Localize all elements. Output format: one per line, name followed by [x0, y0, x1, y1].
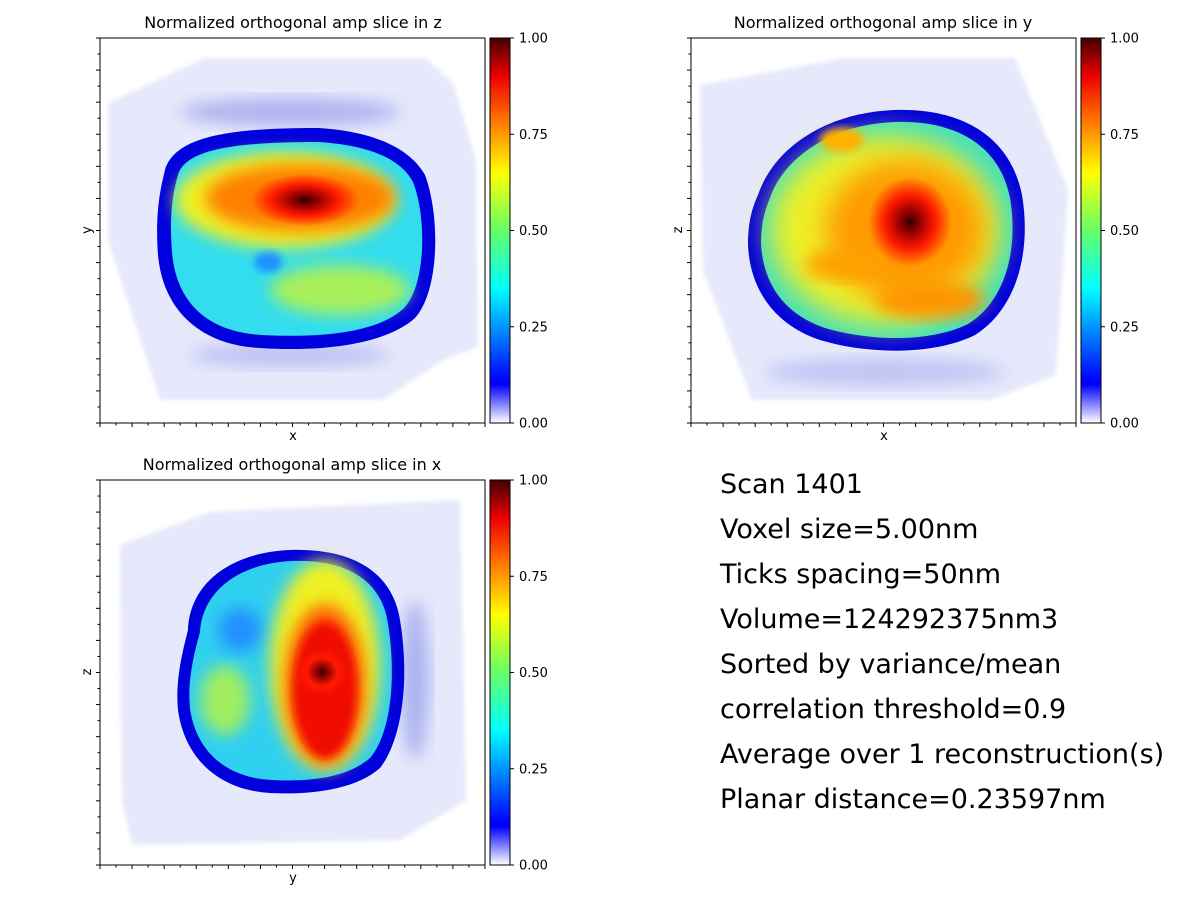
colorbar-tick-label: 0.00	[1110, 417, 1139, 432]
sort-criterion: Sorted by variance/mean	[720, 649, 1062, 680]
x-axis-label: x	[880, 429, 888, 444]
green-region	[200, 665, 250, 735]
colorbar-tick-label: 0.25	[519, 320, 548, 335]
faint-ring	[180, 98, 400, 126]
ticks-layer: 0.00 0.25 0.50 0.75 1.00 0.00 0.25 0.50 0.75 1.00…	[96, 32, 1139, 874]
orange-spot	[820, 128, 864, 152]
colorbar-tick-label: 0.25	[1110, 320, 1139, 335]
x-axis-label: x	[289, 429, 297, 444]
colorbar-tick-label: 0.00	[519, 417, 548, 432]
heatmap-image	[108, 58, 478, 400]
ticks-spacing: Ticks spacing=50nm	[720, 559, 1002, 590]
heatmap-image	[120, 500, 466, 845]
faint-ring	[190, 343, 390, 367]
voxel-size: Voxel size=5.00nm	[720, 514, 979, 545]
orange-streak	[805, 250, 885, 280]
colorbar-tick-label: 0.75	[519, 128, 548, 143]
red-core	[250, 174, 360, 226]
panel-slice-y: Normalized orthogonal amp slice in y x z	[671, 13, 1102, 444]
red-core	[296, 648, 348, 696]
colorbar-tick-label: 0.50	[1110, 224, 1139, 239]
panel-title: Normalized orthogonal amp slice in x	[143, 455, 442, 474]
correlation-threshold: correlation threshold=0.9	[720, 694, 1067, 725]
heatmap-image	[700, 58, 1068, 400]
cool-spot	[254, 252, 282, 272]
y-axis-label: z	[671, 226, 686, 233]
panel-slice-z: Normalized orthogonal amp slice in z x y	[80, 13, 511, 444]
colorbar-tick-label: 1.00	[519, 32, 548, 47]
cool-spot	[218, 608, 262, 652]
colorbar-tick-label: 0.75	[1110, 128, 1139, 143]
y-axis-label: z	[80, 668, 95, 675]
scan-info-panel: Scan 1401 Voxel size=5.00nm Ticks spacin…	[720, 466, 1164, 826]
colorbar-tick-label: 1.00	[519, 474, 548, 489]
planar-distance: Planar distance=0.23597nm	[720, 784, 1106, 815]
colorbar	[1080, 37, 1102, 424]
green-region	[270, 265, 410, 315]
colorbar-tick-label: 0.00	[519, 859, 548, 874]
panel-title: Normalized orthogonal amp slice in y	[734, 13, 1033, 32]
faint-ring	[401, 600, 429, 760]
scan-number: Scan 1401	[720, 469, 863, 500]
panel-slice-x: Normalized orthogonal amp slice in x y z	[80, 455, 511, 886]
orange-streak	[875, 282, 985, 318]
x-axis-label: y	[289, 871, 297, 886]
y-axis-label: y	[80, 226, 95, 234]
colorbar	[489, 479, 511, 866]
volume: Volume=124292375nm3	[720, 604, 1059, 635]
colorbar-tick-label: 1.00	[1110, 32, 1139, 47]
average-count: Average over 1 reconstruction(s)	[720, 739, 1165, 770]
colorbar-tick-label: 0.50	[519, 224, 548, 239]
red-core	[868, 177, 952, 267]
colorbar-tick-label: 0.25	[519, 762, 548, 777]
faint-ring	[765, 358, 1005, 386]
colorbar-tick-label: 0.75	[519, 570, 548, 585]
colorbar	[489, 37, 511, 424]
colorbar-tick-label: 0.50	[519, 666, 548, 681]
panel-title: Normalized orthogonal amp slice in z	[144, 13, 441, 32]
